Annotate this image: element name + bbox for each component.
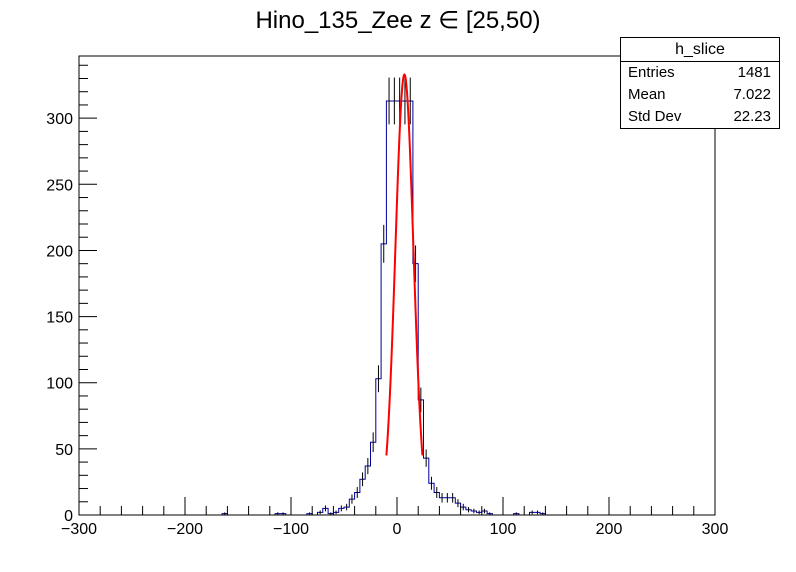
stats-value: 1481 <box>737 64 771 81</box>
y-tick-label: 150 <box>46 310 73 327</box>
y-tick-label: 250 <box>46 177 73 194</box>
x-tick-label: −100 <box>273 521 309 538</box>
x-tick-label: 100 <box>490 521 517 538</box>
stats-value: 7.022 <box>733 86 771 103</box>
y-tick-label: 50 <box>55 442 73 459</box>
stats-row-std-dev: Std Dev 22.23 <box>621 106 779 128</box>
stats-box: h_slice Entries 1481 Mean 7.022 Std Dev … <box>620 37 780 129</box>
x-tick-label: −300 <box>61 521 97 538</box>
y-tick-label: 0 <box>64 508 73 525</box>
histogram-series <box>79 77 715 516</box>
stats-value: 22.23 <box>733 108 771 125</box>
stats-label: Std Dev <box>628 108 682 125</box>
x-tick-label: −200 <box>167 521 203 538</box>
gaussian-fit-curve <box>385 73 424 456</box>
stats-label: Mean <box>628 86 666 103</box>
stats-row-entries: Entries 1481 <box>621 62 779 84</box>
y-axis: 0 50 100 150 200 250 300 <box>46 64 97 525</box>
y-tick-label: 100 <box>46 376 73 393</box>
y-tick-label: 300 <box>46 111 73 128</box>
y-tick-label: 200 <box>46 243 73 260</box>
stats-row-mean: Mean 7.022 <box>621 84 779 106</box>
stats-box-title: h_slice <box>621 38 779 62</box>
stats-label: Entries <box>628 64 675 81</box>
x-axis: −300 −200 −100 0 100 200 300 <box>61 497 728 538</box>
x-tick-label: 300 <box>702 521 729 538</box>
x-tick-label: 0 <box>393 521 402 538</box>
histogram-outline <box>79 100 715 516</box>
fit-curve-series <box>385 73 424 456</box>
chart-title: Hino_135_Zee z ∈ [25,50) <box>255 7 541 34</box>
x-tick-label: 200 <box>596 521 623 538</box>
